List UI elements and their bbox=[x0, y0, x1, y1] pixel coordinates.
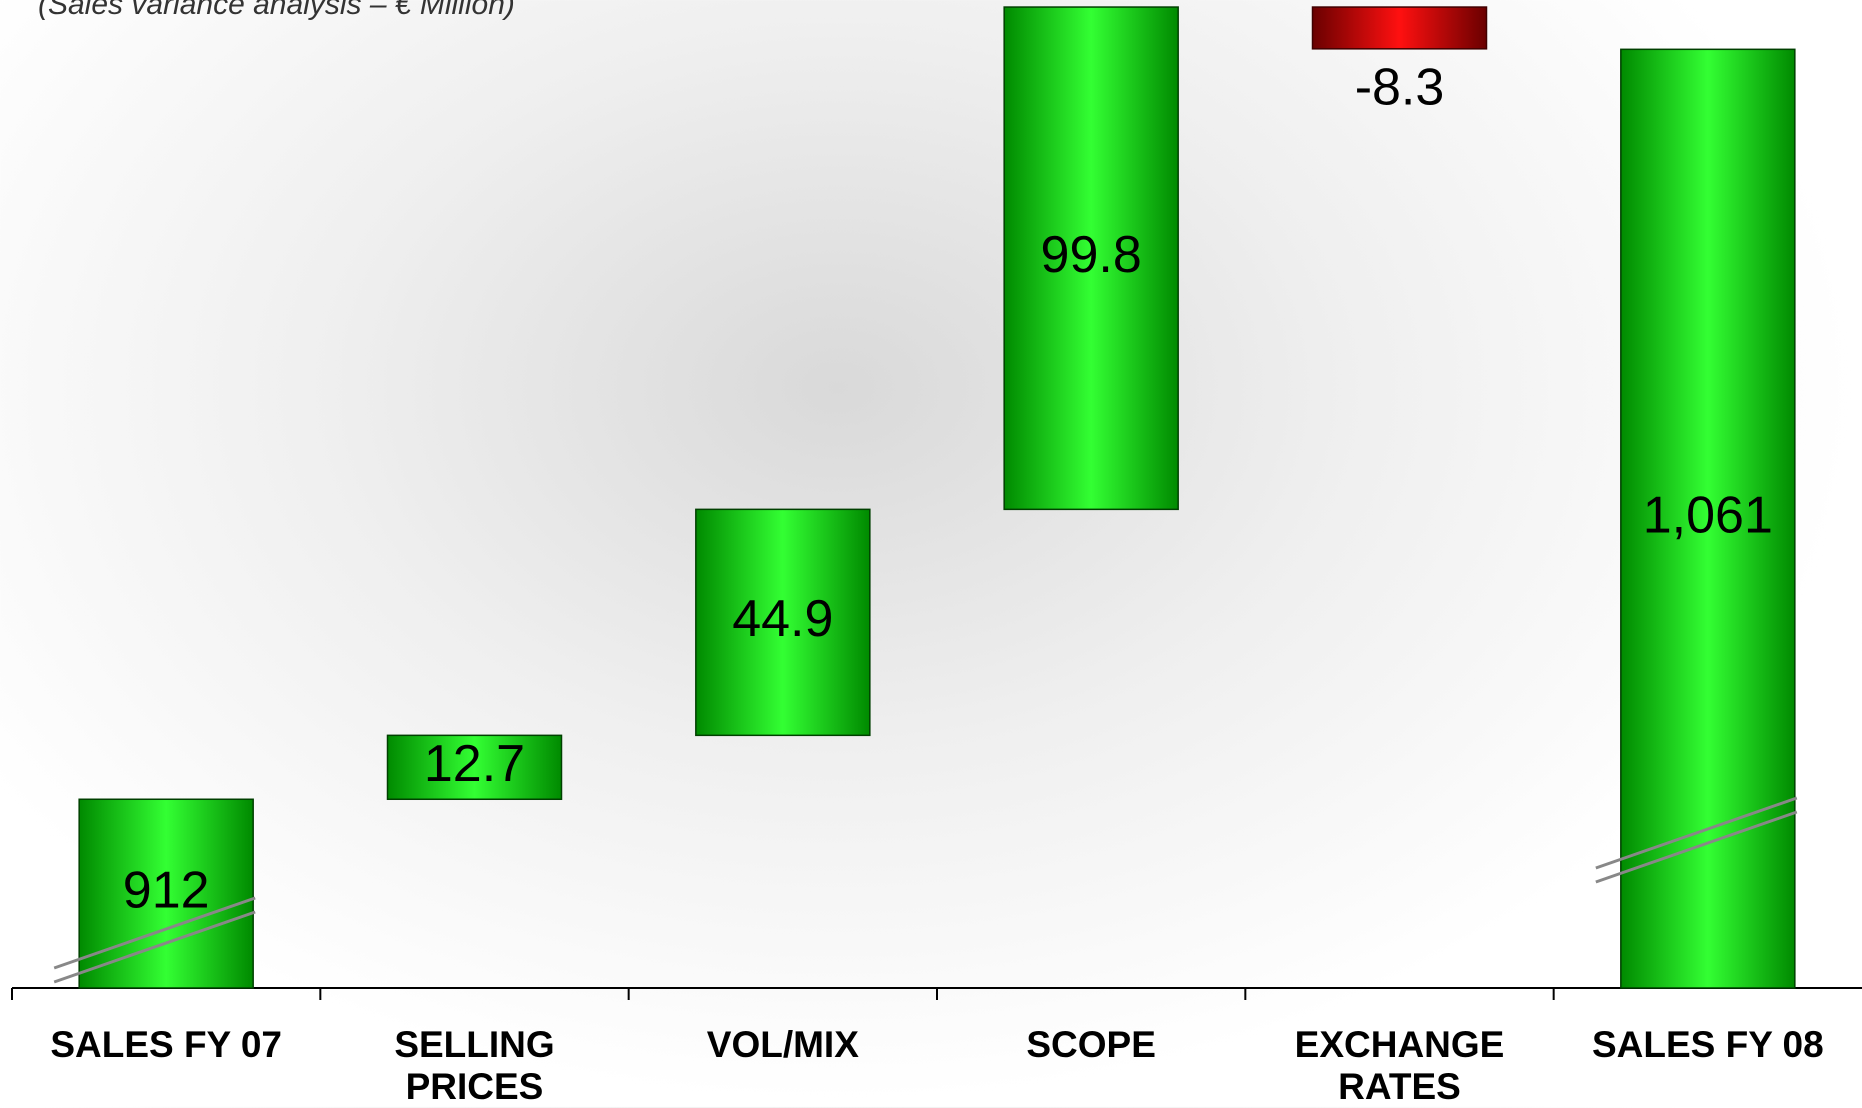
x-tick-label: SCOPE bbox=[966, 1024, 1216, 1066]
x-tick-label: SALES FY 07 bbox=[41, 1024, 291, 1066]
page: (Sales variance analysis – € Million) 91… bbox=[0, 0, 1862, 1107]
value-label: 1,061 bbox=[1643, 486, 1773, 544]
plot-area: 912 12.7 44.9 99.8 -8.3 1,061 bbox=[12, 7, 1862, 1000]
value-label: 99.8 bbox=[1041, 226, 1142, 284]
x-tick-label: EXCHANGE RATES bbox=[1275, 1024, 1525, 1108]
x-tick-label: VOL/MIX bbox=[658, 1024, 908, 1066]
chart: 912 12.7 44.9 99.8 -8.3 1,061 bbox=[0, 0, 1862, 1107]
value-label: -8.3 bbox=[1355, 59, 1445, 117]
x-tick-label: SELLING PRICES bbox=[350, 1024, 600, 1108]
value-label: 44.9 bbox=[732, 590, 833, 648]
x-tick-label: SALES FY 08 bbox=[1583, 1024, 1833, 1066]
value-label: 12.7 bbox=[424, 735, 525, 793]
bar bbox=[1313, 7, 1487, 49]
value-label: 912 bbox=[123, 861, 210, 919]
